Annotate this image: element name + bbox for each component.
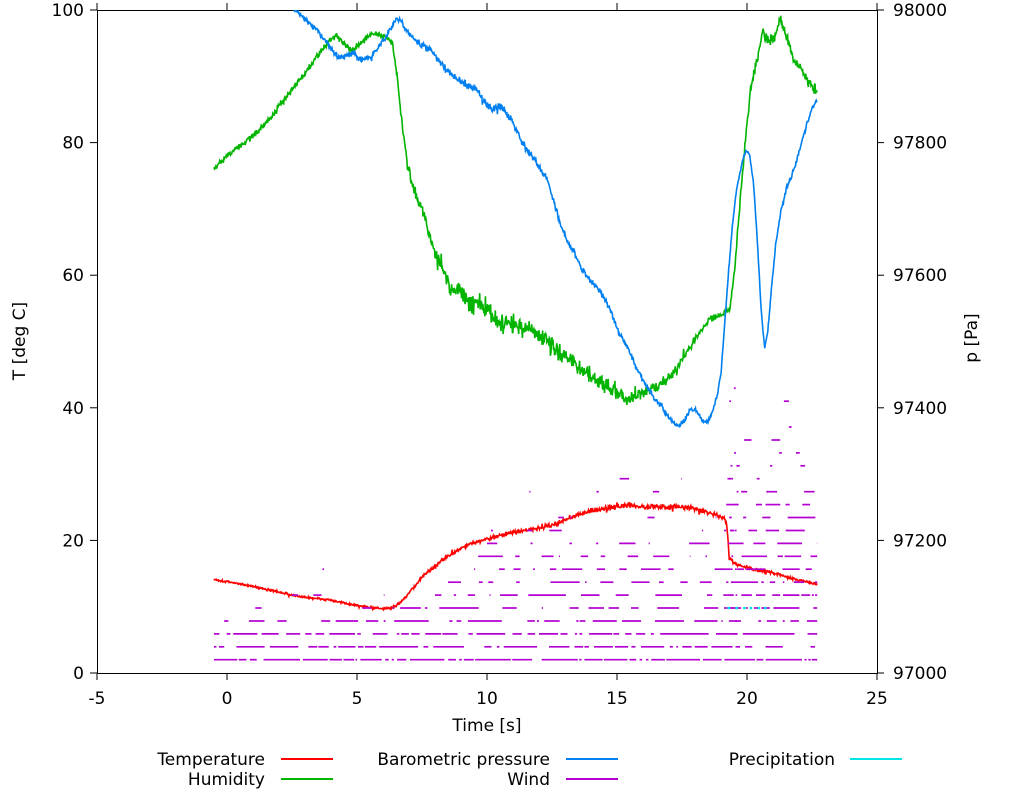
series-barometric-pressure xyxy=(293,10,818,429)
x-tick-label: 20 xyxy=(736,689,758,709)
y-tick-label-left: 60 xyxy=(62,266,84,286)
y-tick-label-right: 98000 xyxy=(893,1,947,21)
y-axis-label-right: p [Pa] xyxy=(962,313,982,362)
x-tick-label: 5 xyxy=(352,689,363,709)
precipitation-dot xyxy=(764,606,767,610)
precipitation-dot xyxy=(743,606,746,610)
axis-ticks xyxy=(90,3,884,680)
legend-label-temperature: Temperature xyxy=(156,750,265,770)
axis-tick-labels: -5 0 5 10 15 20 250204060801009700097200974009… xyxy=(52,1,948,709)
legend-label-precipitation: Precipitation xyxy=(729,750,835,770)
precipitation-dot xyxy=(749,606,753,610)
legend-label-wind: Wind xyxy=(507,770,550,790)
series-temperature-line xyxy=(213,501,818,612)
y-tick-label-left: 40 xyxy=(62,399,84,419)
x-tick-label: 10 xyxy=(476,689,498,709)
y-tick-label-left: 20 xyxy=(62,531,84,551)
y-tick-label-left: 0 xyxy=(73,664,84,684)
precipitation-dot xyxy=(735,606,738,610)
y-tick-label-right: 97200 xyxy=(893,531,947,551)
y-tick-label-right: 97800 xyxy=(893,134,947,154)
x-tick-label: 15 xyxy=(606,689,628,709)
x-tick-label: -5 xyxy=(89,689,106,709)
legend-label-barometric-pressure: Barometric pressure xyxy=(377,750,550,770)
series-layer xyxy=(213,10,818,661)
plot-border xyxy=(97,10,878,674)
series-humidity xyxy=(213,15,818,405)
precipitation-dot xyxy=(757,606,760,610)
x-axis-label: Time [s] xyxy=(451,716,521,736)
series-wind xyxy=(214,387,818,661)
y-tick-label-right: 97400 xyxy=(893,399,947,419)
precipitation-dot xyxy=(727,606,731,610)
x-tick-label: 0 xyxy=(222,689,233,709)
legend-label-humidity: Humidity xyxy=(188,770,265,790)
y-tick-label-left: 100 xyxy=(52,1,84,21)
y-tick-label-right: 97000 xyxy=(893,664,947,684)
series-humidity-line xyxy=(213,15,818,405)
y-tick-label-right: 97600 xyxy=(893,266,947,286)
y-axis-label-left: T [deg C] xyxy=(10,302,30,381)
series-barometric-pressure-line xyxy=(293,10,818,429)
series-temperature xyxy=(213,501,818,612)
y-tick-label-left: 80 xyxy=(62,134,84,154)
series-precipitation xyxy=(727,606,767,610)
x-tick-label: 25 xyxy=(866,689,888,709)
